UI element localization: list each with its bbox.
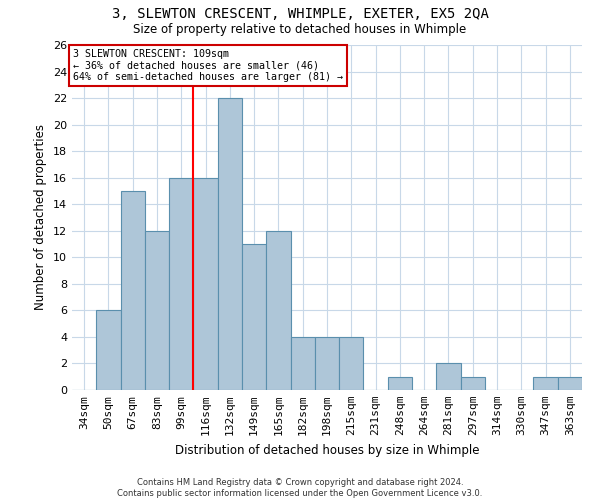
Bar: [145, 231, 169, 390]
Bar: [388, 376, 412, 390]
Bar: [242, 244, 266, 390]
Bar: [96, 310, 121, 390]
Bar: [339, 337, 364, 390]
Bar: [461, 376, 485, 390]
Bar: [558, 376, 582, 390]
Bar: [218, 98, 242, 390]
Y-axis label: Number of detached properties: Number of detached properties: [34, 124, 47, 310]
Bar: [169, 178, 193, 390]
Text: Size of property relative to detached houses in Whimple: Size of property relative to detached ho…: [133, 22, 467, 36]
Bar: [266, 231, 290, 390]
Text: 3, SLEWTON CRESCENT, WHIMPLE, EXETER, EX5 2QA: 3, SLEWTON CRESCENT, WHIMPLE, EXETER, EX…: [112, 8, 488, 22]
Text: Contains HM Land Registry data © Crown copyright and database right 2024.
Contai: Contains HM Land Registry data © Crown c…: [118, 478, 482, 498]
Text: 3 SLEWTON CRESCENT: 109sqm
← 36% of detached houses are smaller (46)
64% of semi: 3 SLEWTON CRESCENT: 109sqm ← 36% of deta…: [73, 49, 343, 82]
Bar: [193, 178, 218, 390]
Bar: [290, 337, 315, 390]
X-axis label: Distribution of detached houses by size in Whimple: Distribution of detached houses by size …: [175, 444, 479, 456]
Bar: [121, 191, 145, 390]
Bar: [315, 337, 339, 390]
Bar: [533, 376, 558, 390]
Bar: [436, 364, 461, 390]
